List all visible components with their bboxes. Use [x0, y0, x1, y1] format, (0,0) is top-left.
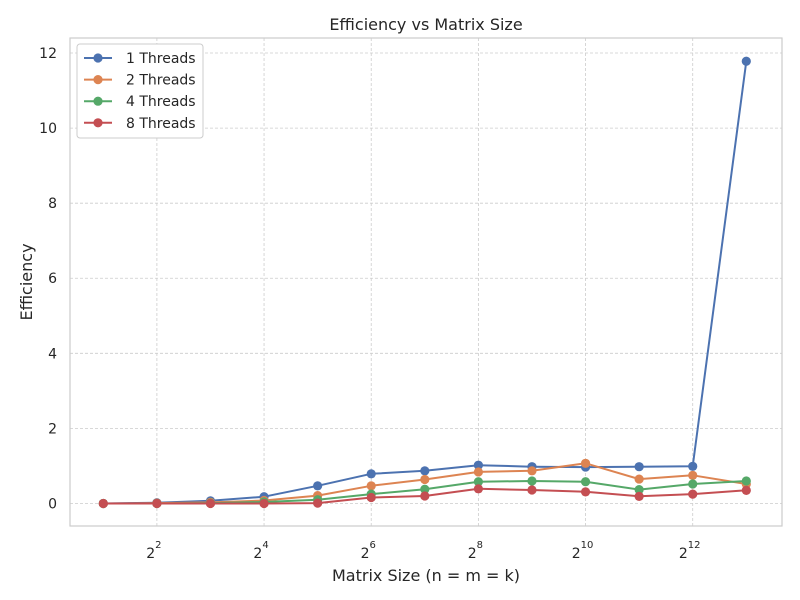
data-point [688, 489, 698, 499]
y-tick-label: 2 [48, 421, 57, 437]
data-point [634, 491, 644, 501]
data-point [98, 498, 108, 509]
legend-label: 8 Threads [126, 116, 196, 132]
y-tick-labels: 0 2 4 6 8 10 12 [39, 46, 57, 512]
x-tick-base: 2 [468, 546, 477, 562]
data-point [473, 460, 483, 470]
data-point [152, 498, 162, 509]
data-point [259, 498, 269, 509]
y-tick-label: 6 [48, 271, 57, 287]
data-point [473, 467, 483, 477]
legend-item: 2 Threads [84, 73, 196, 89]
legend-label: 4 Threads [126, 94, 196, 110]
x-tick-label: 28 [468, 540, 483, 562]
data-point [420, 484, 430, 494]
data-point [366, 481, 376, 491]
data-point [688, 461, 698, 471]
legend: 1 Threads 2 Threads 4 Threads 8 Threads [76, 43, 204, 139]
y-axis-title: Efficiency [17, 243, 36, 320]
x-tick-exponent: 4 [262, 540, 268, 551]
y-tick-label: 8 [48, 196, 57, 212]
data-point [313, 481, 323, 491]
legend-box [76, 43, 204, 139]
series-layer [98, 56, 751, 509]
legend-label: 2 Threads [126, 73, 196, 89]
data-point [420, 466, 430, 476]
x-tick-label: 210 [572, 540, 594, 562]
data-point [205, 498, 216, 509]
chart-title: Efficiency vs Matrix Size [329, 15, 522, 34]
data-point [580, 477, 591, 487]
y-tick-label: 10 [39, 121, 57, 137]
x-tick-exponent: 2 [155, 540, 161, 551]
x-tick-exponent: 8 [477, 540, 483, 551]
data-point [473, 477, 483, 487]
x-tick-label: 24 [253, 540, 268, 562]
y-tick-label: 12 [39, 46, 57, 62]
data-point [741, 485, 751, 495]
legend-marker [93, 75, 103, 85]
data-point [420, 474, 430, 485]
x-tick-exponent: 6 [369, 540, 375, 551]
x-tick-label: 22 [146, 540, 161, 562]
legend-label: 1 Threads [126, 51, 196, 67]
x-tick-label: 212 [679, 540, 701, 562]
plot-frame [69, 37, 783, 527]
data-point [580, 458, 591, 468]
x-tick-base: 2 [253, 546, 262, 562]
data-point [527, 485, 537, 495]
legend-item: 8 Threads [84, 116, 196, 132]
data-point [634, 462, 644, 472]
x-tick-base: 2 [146, 546, 155, 562]
data-point [741, 476, 751, 486]
data-point [634, 474, 644, 484]
data-point [366, 469, 376, 479]
series-group [98, 484, 751, 509]
data-point [634, 484, 644, 495]
y-tick-label: 0 [48, 496, 57, 512]
x-tick-base: 2 [361, 546, 370, 562]
x-axis-title: Matrix Size (n = m = k) [332, 566, 520, 585]
x-tick-exponent: 10 [581, 540, 594, 551]
data-point [688, 470, 698, 480]
data-point [741, 56, 751, 66]
data-point [688, 479, 698, 489]
data-point [527, 466, 537, 476]
legend-marker [93, 53, 103, 63]
data-point [473, 484, 483, 494]
x-tick-label: 26 [361, 540, 376, 562]
x-tick-base: 2 [679, 546, 688, 562]
legend-item: 4 Threads [84, 94, 196, 110]
x-tick-base: 2 [572, 546, 581, 562]
legend-marker [93, 118, 103, 128]
data-point [527, 476, 537, 486]
data-point [313, 498, 323, 508]
x-tick-exponent: 12 [688, 540, 701, 551]
legend-marker [93, 96, 103, 106]
data-point [420, 491, 430, 501]
legend-item: 1 Threads [84, 51, 196, 67]
y-tick-label: 4 [48, 346, 57, 362]
data-point [366, 492, 376, 503]
data-point [580, 487, 591, 497]
